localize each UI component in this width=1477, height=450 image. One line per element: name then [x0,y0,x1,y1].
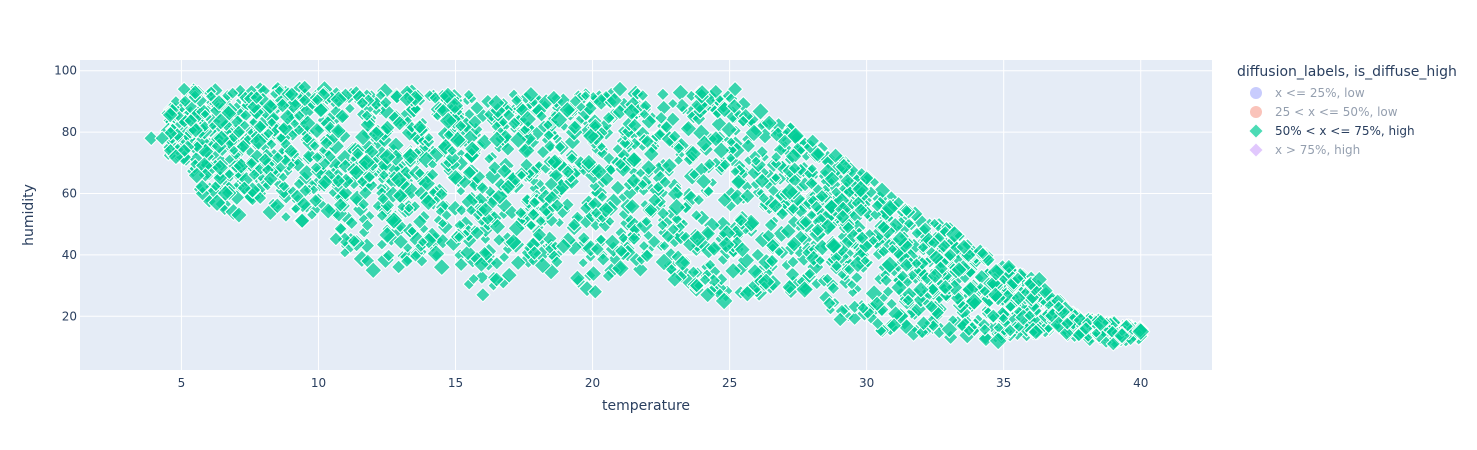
legend-item[interactable]: x <= 25%, low [1237,83,1457,102]
legend-item-label: x > 75%, high [1275,142,1361,157]
y-tick-label: 40 [62,248,77,262]
y-tick-label: 80 [62,125,77,139]
legend-item[interactable]: 50% < x <= 75%, high [1237,121,1457,140]
diamond-icon [1249,143,1263,157]
x-axis-ticks: 5 10 15 20 25 30 35 40 [178,376,1149,390]
legend-item[interactable]: 25 < x <= 50%, low [1237,102,1457,121]
x-axis-title: temperature [602,398,690,414]
y-axis-title: humidity [21,184,37,246]
legend-title: diffusion_labels, is_diffuse_high [1237,64,1457,80]
legend-item-label: 25 < x <= 50%, low [1275,104,1398,119]
data-points [143,79,1151,352]
x-tick-label: 10 [311,376,326,390]
diamond-icon [1249,124,1263,138]
x-tick-label: 30 [859,376,874,390]
circle-icon [1249,86,1263,100]
legend-item[interactable]: x > 75%, high [1237,140,1457,159]
x-tick-label: 25 [722,376,737,390]
legend-item-label: x <= 25%, low [1275,85,1365,100]
y-tick-label: 20 [62,309,77,323]
x-tick-label: 40 [1133,376,1148,390]
x-tick-label: 35 [996,376,1011,390]
circle-icon [1249,105,1263,119]
x-tick-label: 15 [448,376,463,390]
x-tick-label: 5 [178,376,186,390]
y-tick-label: 60 [62,187,77,201]
x-tick-label: 20 [585,376,600,390]
y-tick-label: 100 [54,64,77,78]
y-axis-ticks: 20 40 60 80 100 [54,64,77,324]
legend-item-label: 50% < x <= 75%, high [1275,123,1415,138]
legend: diffusion_labels, is_diffuse_high x <= 2… [1237,64,1457,159]
